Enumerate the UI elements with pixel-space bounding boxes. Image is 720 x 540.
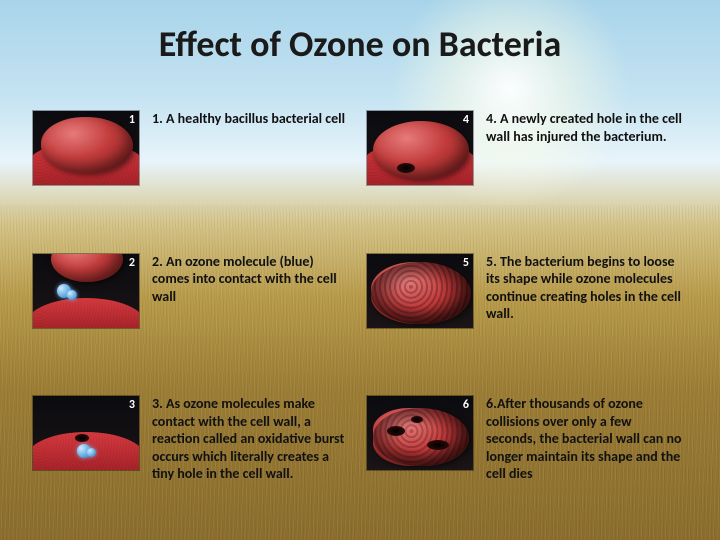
panel-thumb-6: 6 — [366, 395, 474, 471]
page-title: Effect of Ozone on Bacteria — [0, 22, 720, 66]
panel-number: 2 — [129, 256, 135, 270]
panel-thumb-2: 2 — [32, 253, 140, 329]
panel-thumb-4: 4 — [366, 110, 474, 186]
panel-grid: 1 1. A healthy bacillus bacterial cell 4… — [32, 110, 688, 520]
panel-caption-5: 5. The bacterium begins to loose its sha… — [486, 253, 688, 378]
panel-caption-4: 4. A newly created hole in the cell wall… — [486, 110, 688, 235]
panel-number: 5 — [463, 256, 469, 270]
panel-number: 1 — [129, 113, 135, 127]
panel-caption-2: 2. An ozone molecule (blue) comes into c… — [152, 253, 354, 378]
panel-caption-6: 6.After thousands of ozone collisions ov… — [486, 395, 688, 520]
panel-caption-1: 1. A healthy bacillus bacterial cell — [152, 110, 354, 235]
panel-thumb-3: 3 — [32, 395, 140, 471]
panel-number: 6 — [463, 398, 469, 412]
panel-number: 4 — [463, 113, 469, 127]
panel-thumb-5: 5 — [366, 253, 474, 329]
panel-thumb-1: 1 — [32, 110, 140, 186]
panel-number: 3 — [129, 398, 135, 412]
panel-caption-3: 3. As ozone molecules make contact with … — [152, 395, 354, 520]
